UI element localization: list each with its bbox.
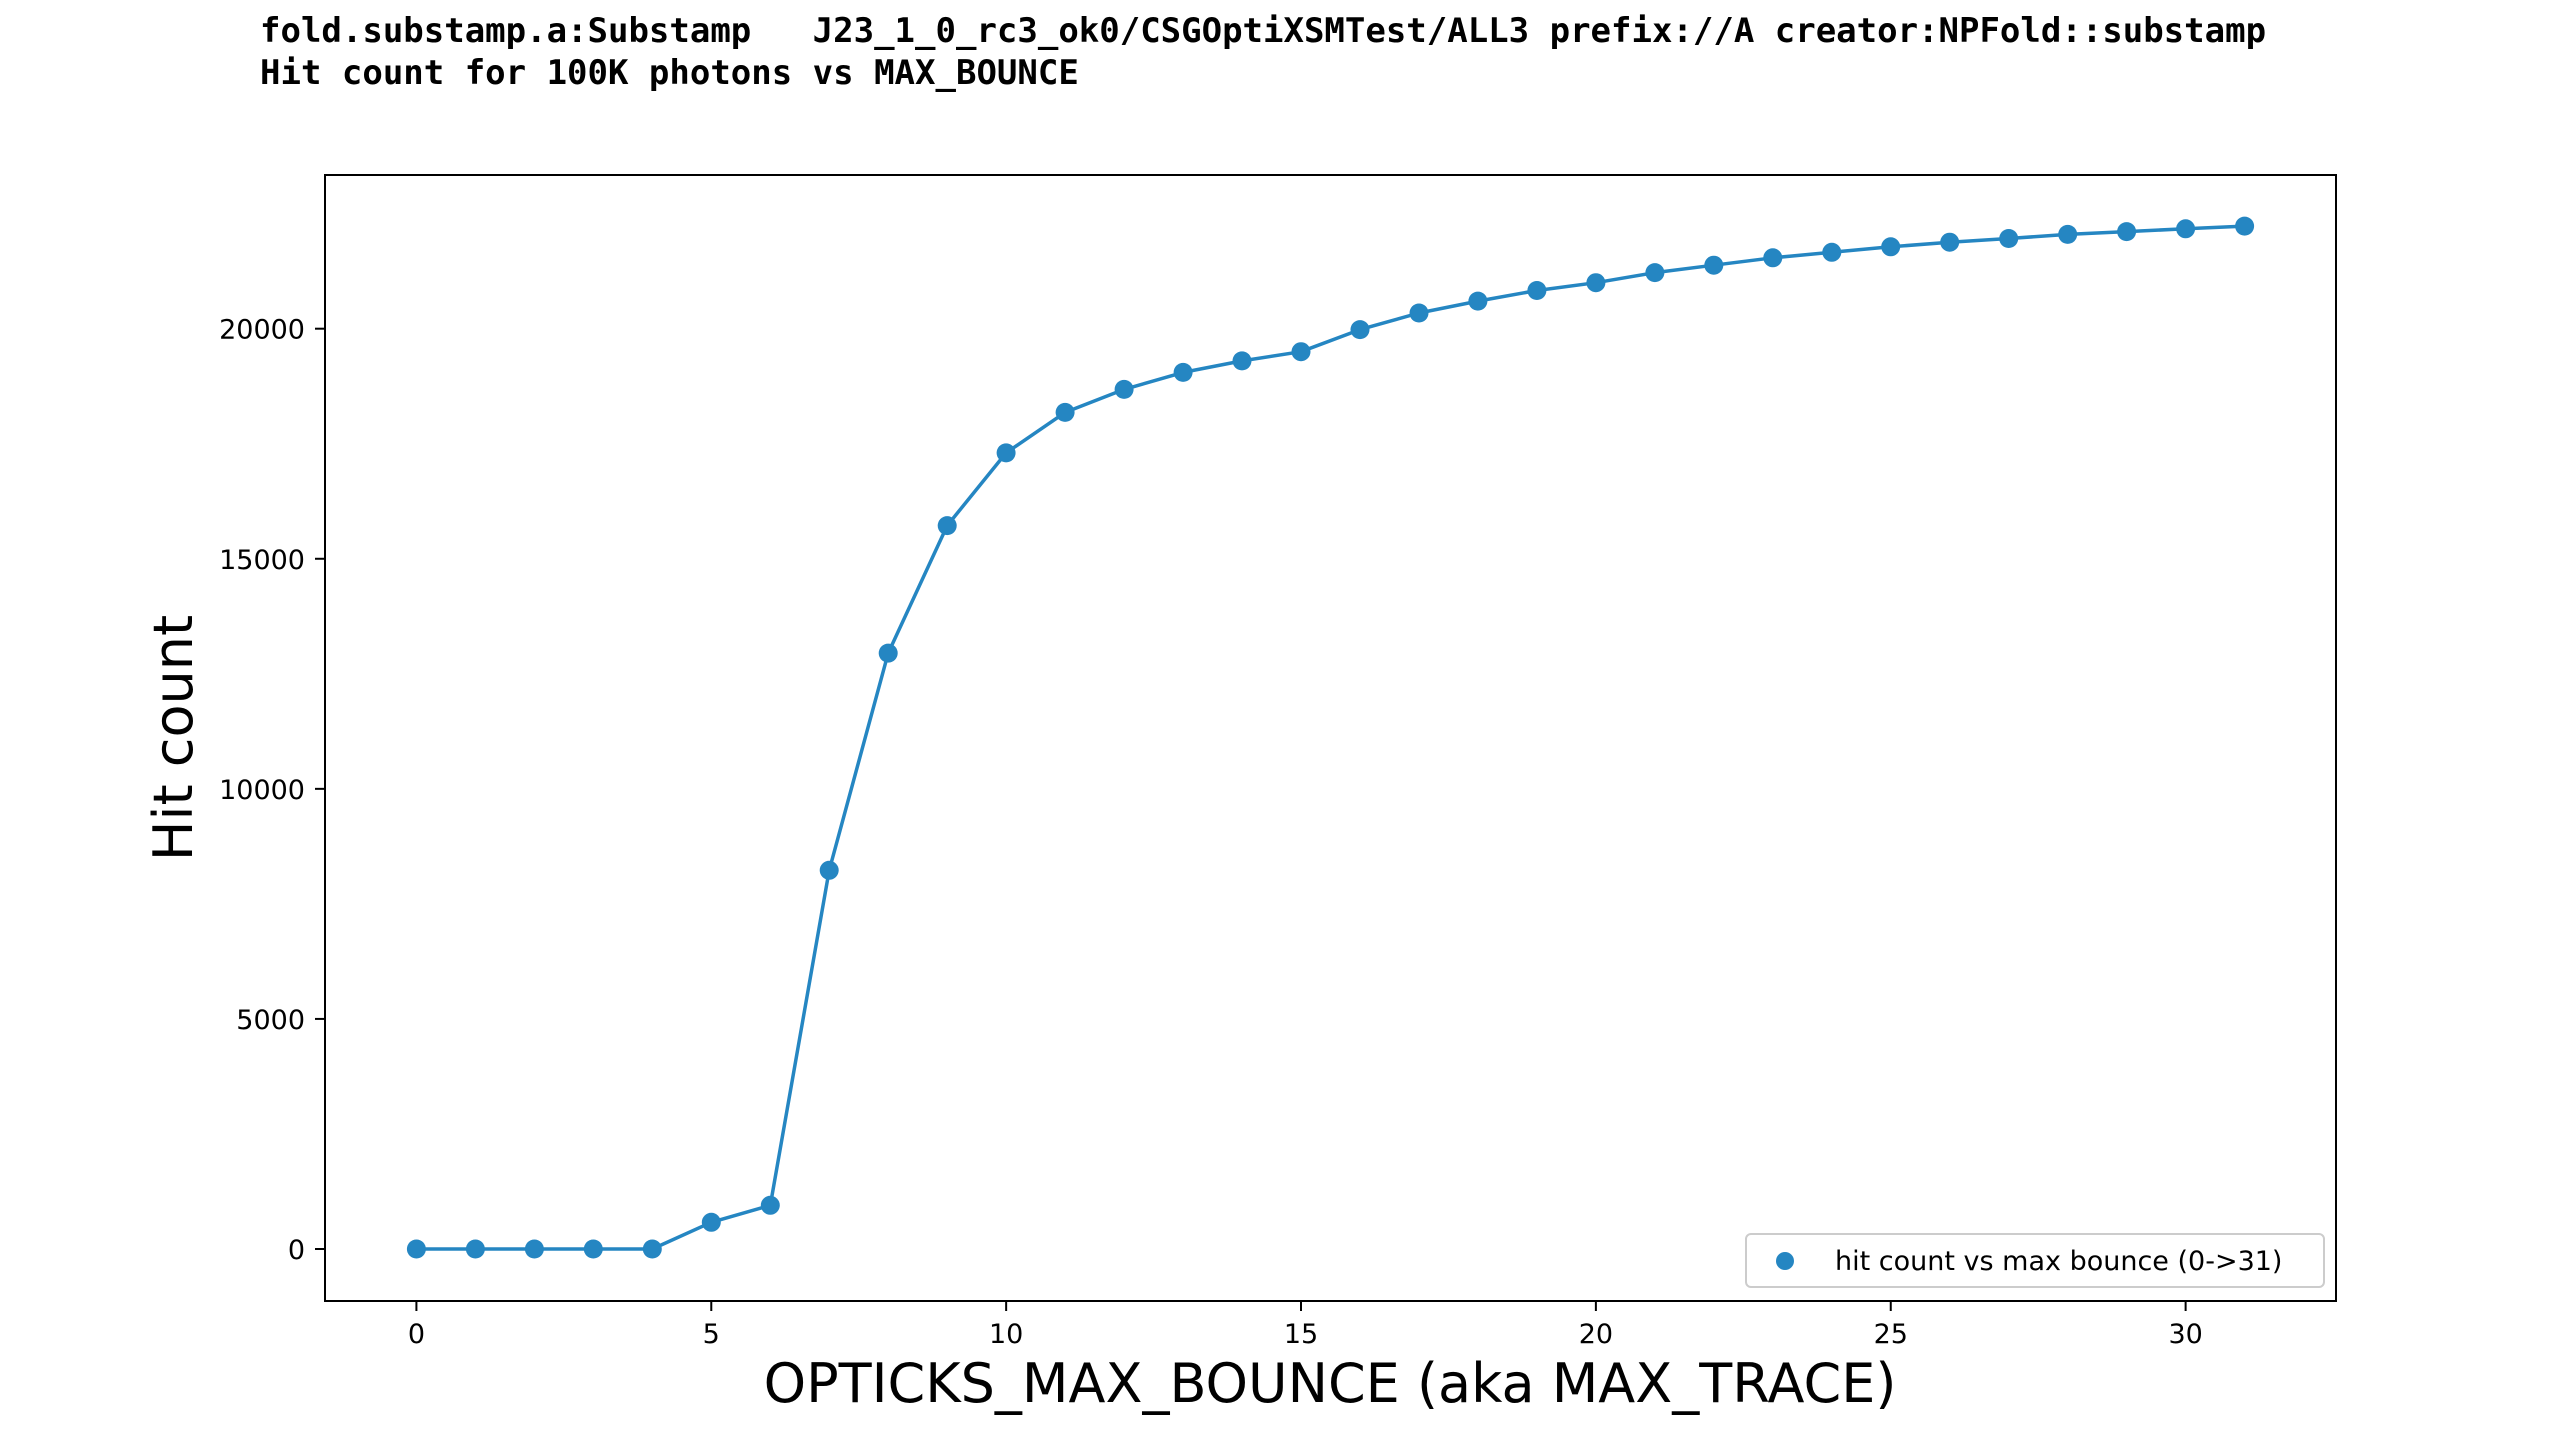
data-point: [1645, 263, 1665, 283]
y-tick-label: 10000: [219, 775, 305, 806]
data-point: [1586, 273, 1606, 293]
data-point: [1055, 402, 1075, 422]
data-point: [1704, 255, 1724, 275]
y-axis-label: Hit count: [142, 615, 205, 861]
data-point: [1822, 242, 1842, 262]
y-axis-ticks: 0 5000 10000 15000 20000: [219, 315, 325, 1266]
data-point: [1173, 362, 1193, 382]
data-point: [2058, 224, 2078, 244]
data-point: [524, 1239, 544, 1259]
x-axis-ticks: 0 5 10 15 20 25 30: [408, 1301, 2203, 1350]
chart-subtitle: Hit count for 100K photons vs MAX_BOUNCE: [260, 53, 1079, 93]
legend: hit count vs max bounce (0->31): [1745, 1233, 2325, 1288]
data-point: [1409, 303, 1429, 323]
data-point: [1114, 379, 1134, 399]
y-tick-label: 5000: [236, 1005, 305, 1036]
x-tick-label: 10: [989, 1319, 1023, 1350]
legend-label: hit count vs max bounce (0->31): [1835, 1246, 2282, 1277]
x-tick-label: 0: [408, 1319, 425, 1350]
chart-title: fold.substamp.a:Substamp J23_1_0_rc3_ok0…: [260, 11, 2266, 51]
data-point: [1232, 351, 1252, 371]
legend-marker: [1776, 1252, 1794, 1270]
data-point: [1468, 291, 1488, 311]
data-point: [996, 443, 1016, 463]
x-tick-label: 20: [1579, 1319, 1613, 1350]
x-tick-label: 25: [1874, 1319, 1908, 1350]
series-layer: [406, 216, 2255, 1259]
data-point: [1291, 342, 1311, 362]
data-point: [819, 860, 839, 880]
data-point: [1763, 248, 1783, 268]
data-point: [465, 1239, 485, 1259]
y-tick-label: 20000: [219, 315, 305, 346]
plot-frame: [324, 174, 2337, 1302]
data-point: [1999, 229, 2019, 248]
data-point: [1881, 237, 1901, 257]
legend-frame: [1745, 1233, 2325, 1288]
series-line: [416, 224, 2245, 1251]
data-point: [760, 1195, 780, 1215]
x-tick-label: 30: [2168, 1319, 2202, 1350]
data-point: [937, 516, 957, 536]
data-point: [2176, 219, 2196, 239]
data-point: [583, 1239, 603, 1259]
x-axis-label: OPTICKS_MAX_BOUNCE (aka MAX_TRACE): [764, 1352, 1897, 1415]
data-point: [1940, 232, 1960, 252]
data-point: [2235, 216, 2255, 236]
data-point: [701, 1212, 721, 1232]
data-point: [1350, 320, 1370, 340]
x-tick-label: 5: [703, 1319, 720, 1350]
data-point: [642, 1239, 662, 1259]
y-tick-label: 0: [288, 1235, 305, 1266]
x-tick-label: 15: [1284, 1319, 1318, 1350]
data-point: [878, 643, 898, 663]
data-point: [406, 1239, 426, 1259]
data-point: [1527, 281, 1547, 300]
y-tick-label: 15000: [219, 545, 305, 576]
data-point: [2117, 222, 2137, 242]
